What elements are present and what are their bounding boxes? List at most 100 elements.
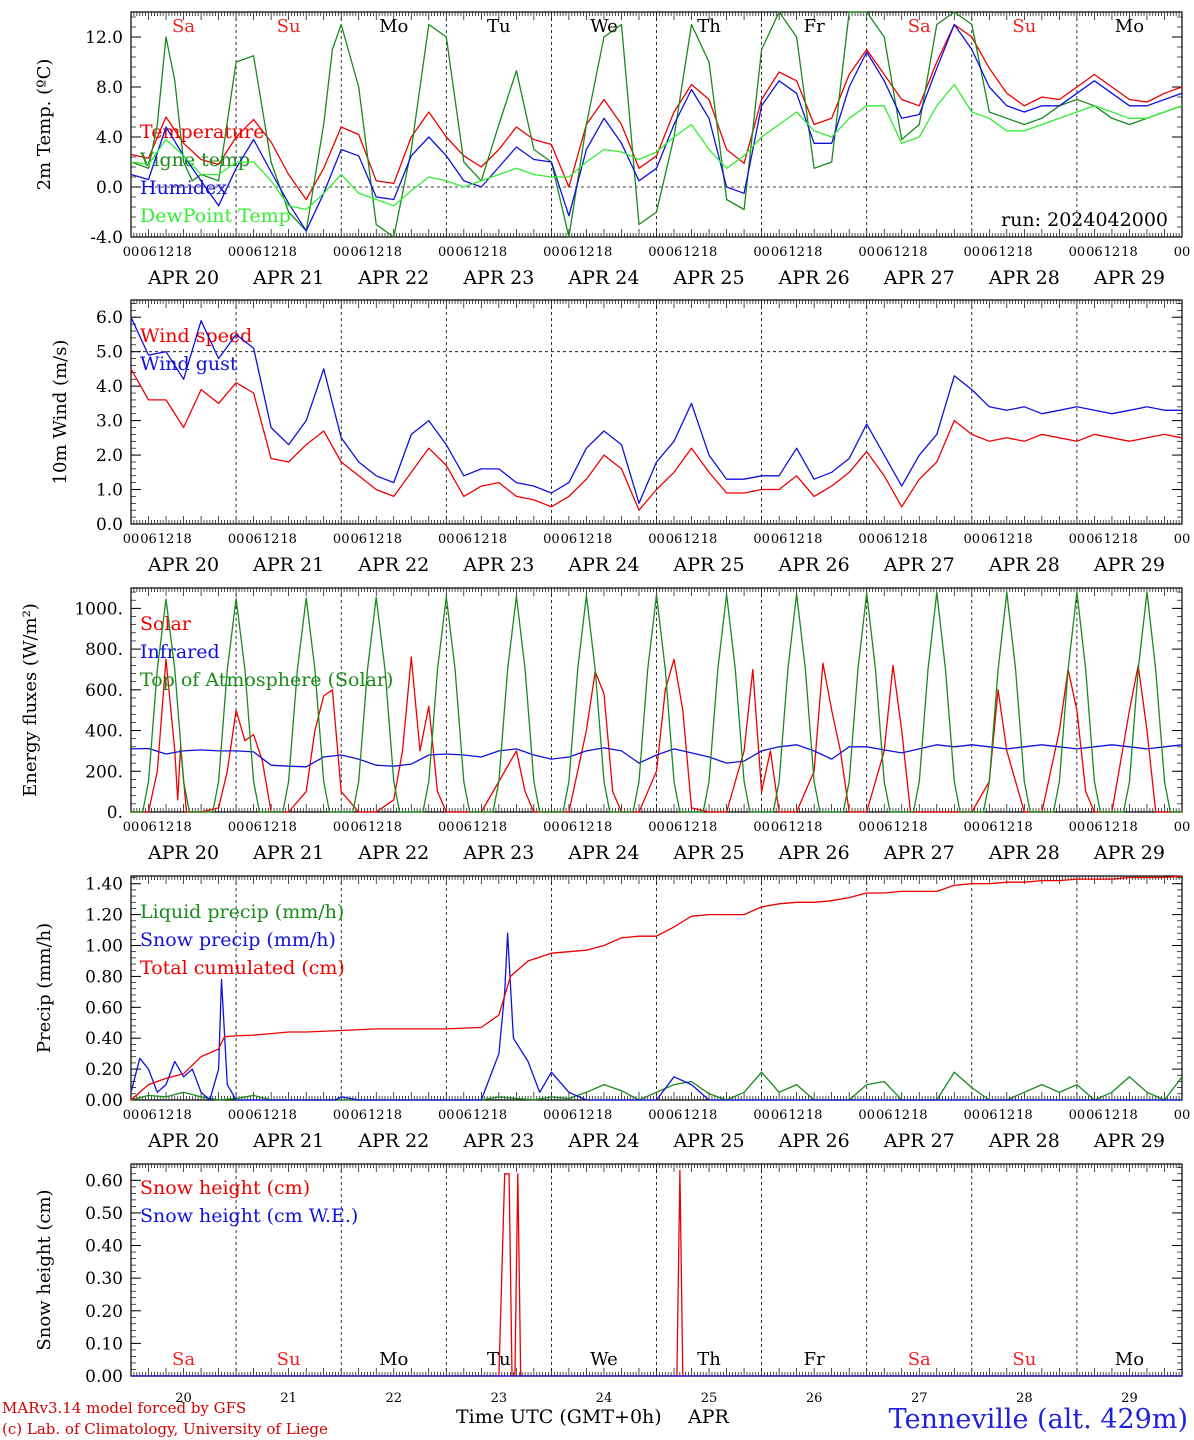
series-line — [130, 875, 1183, 1101]
hour-label: 12 — [893, 1108, 910, 1123]
hour-label: 12 — [263, 1108, 280, 1123]
hour-label: 06 — [981, 1108, 998, 1123]
hour-label: 00 — [753, 245, 770, 260]
hour-label: 18 — [1121, 245, 1138, 260]
hour-label: 12 — [158, 245, 175, 260]
hour-label: 06 — [350, 245, 367, 260]
hour-label: 18 — [806, 532, 823, 547]
hour-label: 06 — [1086, 245, 1103, 260]
hour-label: 18 — [491, 1108, 508, 1123]
hour-label: 12 — [578, 532, 595, 547]
date-label: APR 23 — [462, 842, 534, 864]
hour-label: 06 — [666, 1108, 683, 1123]
date-label: APR 28 — [988, 1130, 1060, 1152]
hour-label: 00 — [228, 1108, 245, 1123]
date-label: APR 24 — [567, 267, 639, 289]
y-tick-label: 0.40 — [85, 1029, 123, 1049]
hour-label: 00 — [753, 532, 770, 547]
y-tick-label: 4.0 — [96, 128, 123, 148]
hour-label: 06 — [456, 245, 473, 260]
hour-label: 00 — [858, 820, 875, 835]
hour-label: 00 — [753, 1108, 770, 1123]
hour-label: 18 — [491, 532, 508, 547]
legend-entry: Infrared — [140, 641, 220, 663]
day-name: We — [590, 16, 618, 37]
hour-label: 18 — [280, 532, 297, 547]
hour-label: 06 — [245, 532, 262, 547]
y-axis-label: Snow height (cm) — [34, 1189, 55, 1350]
day-number: 25 — [701, 1391, 718, 1406]
hour-label: 06 — [140, 245, 157, 260]
hour-label: 00 — [1174, 1108, 1191, 1123]
series-line — [130, 368, 1183, 511]
day-number: 22 — [385, 1391, 402, 1406]
date-label: APR 24 — [567, 554, 639, 576]
day-name: Su — [277, 16, 301, 37]
y-tick-label: 200. — [85, 762, 123, 782]
hour-label: 00 — [438, 532, 455, 547]
hour-label: 12 — [1104, 245, 1121, 260]
date-label: APR 29 — [1093, 1130, 1165, 1152]
date-label: APR 25 — [673, 842, 745, 864]
hour-label: 12 — [158, 532, 175, 547]
hour-label: 18 — [385, 1108, 402, 1123]
y-tick-label: 1.20 — [85, 906, 123, 926]
panel-4: 0.00 0.20 0.40 0.60 0.80 1.00 1.20 1.40 Precip (… — [34, 875, 1190, 1152]
hour-label: 18 — [596, 1108, 613, 1123]
date-label: APR 25 — [673, 267, 745, 289]
date-label: APR 27 — [883, 554, 955, 576]
y-tick-label: 2.0 — [96, 446, 123, 466]
y-tick-label: 0.60 — [85, 998, 123, 1018]
hour-label: 12 — [788, 532, 805, 547]
legend-entry: DewPoint Temp — [140, 205, 291, 227]
hour-label: 06 — [771, 1108, 788, 1123]
date-label: APR 26 — [778, 1130, 850, 1152]
series-line — [131, 591, 1182, 813]
hour-label: 12 — [683, 1108, 700, 1123]
day-name: Sa — [908, 1349, 931, 1370]
y-tick-label: 4.0 — [96, 377, 123, 397]
hour-label: 12 — [683, 245, 700, 260]
date-label: APR 23 — [462, 267, 534, 289]
hour-label: 00 — [333, 532, 350, 547]
hour-label: 00 — [333, 1108, 350, 1123]
hour-label: 06 — [666, 245, 683, 260]
hour-label: 18 — [175, 245, 192, 260]
day-name: Tu — [487, 1349, 511, 1370]
hour-label: 18 — [175, 1108, 192, 1123]
date-label: APR 25 — [673, 554, 745, 576]
date-label: APR 29 — [1093, 267, 1165, 289]
hour-label: 12 — [158, 1108, 175, 1123]
series-line — [130, 11, 1183, 238]
series-line — [130, 23, 1183, 201]
hour-label: 06 — [350, 1108, 367, 1123]
hour-label: 12 — [1104, 1108, 1121, 1123]
y-tick-label: 6.0 — [96, 308, 123, 328]
hour-label: 12 — [683, 820, 700, 835]
hour-label: 00 — [123, 820, 140, 835]
legend-entry: Solar — [140, 613, 192, 635]
hour-label: 00 — [123, 1108, 140, 1123]
legend-entry: Snow height (cm W.E.) — [140, 1205, 358, 1227]
hour-label: 00 — [648, 1108, 665, 1123]
hour-label: 06 — [456, 820, 473, 835]
hour-label: 12 — [999, 245, 1016, 260]
hour-label: 06 — [245, 245, 262, 260]
day-name: Mo — [1115, 16, 1144, 37]
day-number: 24 — [596, 1391, 613, 1406]
y-tick-label: 600. — [85, 681, 123, 701]
hour-label: 18 — [596, 245, 613, 260]
hour-label: 00 — [858, 532, 875, 547]
hour-label: 18 — [1016, 1108, 1033, 1123]
hour-label: 12 — [368, 820, 385, 835]
hour-label: 12 — [1104, 532, 1121, 547]
hour-label: 06 — [561, 1108, 578, 1123]
day-name: Su — [1012, 1349, 1036, 1370]
hour-label: 12 — [368, 1108, 385, 1123]
y-axis-label: Precip (mm/h) — [34, 923, 55, 1053]
day-number: 20 — [175, 1391, 192, 1406]
y-tick-label: 0.60 — [85, 1171, 123, 1191]
date-label: APR 22 — [357, 267, 429, 289]
hour-label: 06 — [1086, 532, 1103, 547]
